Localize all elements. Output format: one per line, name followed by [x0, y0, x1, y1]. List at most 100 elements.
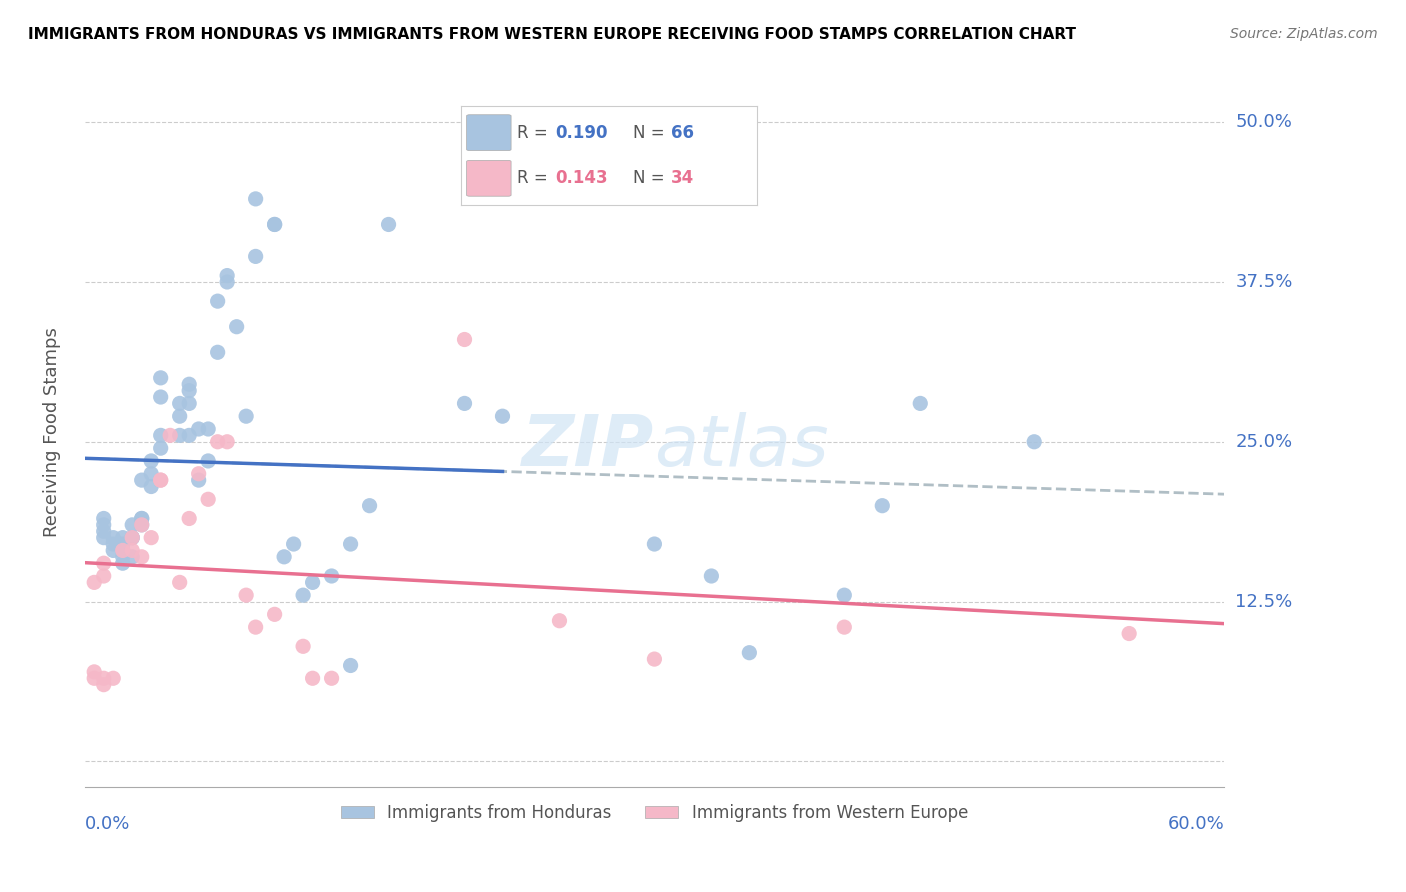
Text: ZIP: ZIP [522, 412, 654, 481]
Point [179, 384, 201, 398]
Point [263, 218, 285, 232]
Text: IMMIGRANTS FROM HONDURAS VS IMMIGRANTS FROM WESTERN EUROPE RECEIVING FOOD STAMPS: IMMIGRANTS FROM HONDURAS VS IMMIGRANTS F… [28, 27, 1076, 42]
Legend: Immigrants from Honduras, Immigrants from Western Europe: Immigrants from Honduras, Immigrants fro… [335, 797, 974, 829]
Point [738, 646, 761, 660]
Text: 50.0%: 50.0% [1236, 113, 1292, 131]
Point [197, 454, 219, 468]
Point [263, 218, 285, 232]
Point [187, 467, 209, 481]
Point [207, 345, 229, 359]
Point [235, 588, 257, 602]
Point [197, 422, 219, 436]
Point [245, 620, 267, 634]
Text: 60.0%: 60.0% [1167, 815, 1225, 833]
Point [1118, 626, 1140, 640]
Point [121, 549, 143, 564]
Point [834, 620, 856, 634]
Point [700, 569, 723, 583]
Point [169, 396, 191, 410]
Point [263, 607, 285, 622]
Text: Source: ZipAtlas.com: Source: ZipAtlas.com [1230, 27, 1378, 41]
Point [131, 549, 153, 564]
Point [93, 517, 115, 532]
Point [131, 511, 153, 525]
Point [197, 492, 219, 507]
Point [121, 543, 143, 558]
Point [292, 640, 315, 654]
Point [207, 434, 229, 449]
Point [245, 249, 267, 263]
Point [111, 556, 134, 570]
Point [149, 441, 172, 455]
Point [453, 396, 475, 410]
Point [103, 531, 125, 545]
Point [207, 294, 229, 309]
Point [1024, 434, 1046, 449]
Point [235, 409, 257, 424]
Point [103, 537, 125, 551]
Point [103, 543, 125, 558]
Point [359, 499, 381, 513]
Point [141, 454, 163, 468]
Point [187, 473, 209, 487]
Point [121, 517, 143, 532]
Point [225, 319, 247, 334]
Point [169, 409, 191, 424]
Point [93, 531, 115, 545]
Point [169, 575, 191, 590]
Point [910, 396, 932, 410]
Point [321, 671, 343, 685]
Point [141, 479, 163, 493]
Point [339, 537, 361, 551]
Point [93, 511, 115, 525]
Point [131, 517, 153, 532]
Point [131, 511, 153, 525]
Point [217, 275, 239, 289]
Point [491, 409, 513, 424]
Point [548, 614, 571, 628]
Point [339, 658, 361, 673]
Point [301, 575, 323, 590]
Point [149, 390, 172, 404]
Point [179, 511, 201, 525]
Point [273, 549, 295, 564]
Text: atlas: atlas [654, 412, 830, 481]
Point [169, 428, 191, 442]
Point [453, 333, 475, 347]
Point [179, 428, 201, 442]
Point [149, 473, 172, 487]
Point [643, 652, 665, 666]
Point [301, 671, 323, 685]
Point [111, 531, 134, 545]
Text: 37.5%: 37.5% [1236, 273, 1292, 291]
Text: 0.0%: 0.0% [84, 815, 131, 833]
Point [377, 218, 399, 232]
Point [834, 588, 856, 602]
Point [131, 473, 153, 487]
Point [121, 531, 143, 545]
Point [121, 531, 143, 545]
Point [643, 537, 665, 551]
Point [111, 543, 134, 558]
Point [121, 531, 143, 545]
Point [103, 671, 125, 685]
Point [93, 678, 115, 692]
Point [93, 524, 115, 539]
Point [83, 575, 105, 590]
Point [149, 371, 172, 385]
Point [83, 665, 105, 679]
Point [872, 499, 894, 513]
Y-axis label: Receiving Food Stamps: Receiving Food Stamps [44, 327, 60, 537]
Point [292, 588, 315, 602]
Point [245, 192, 267, 206]
Point [217, 268, 239, 283]
Text: 12.5%: 12.5% [1236, 592, 1292, 610]
Point [283, 537, 305, 551]
Point [141, 531, 163, 545]
Point [131, 517, 153, 532]
Point [179, 377, 201, 392]
Point [179, 396, 201, 410]
Point [111, 543, 134, 558]
Point [149, 473, 172, 487]
Point [217, 434, 239, 449]
